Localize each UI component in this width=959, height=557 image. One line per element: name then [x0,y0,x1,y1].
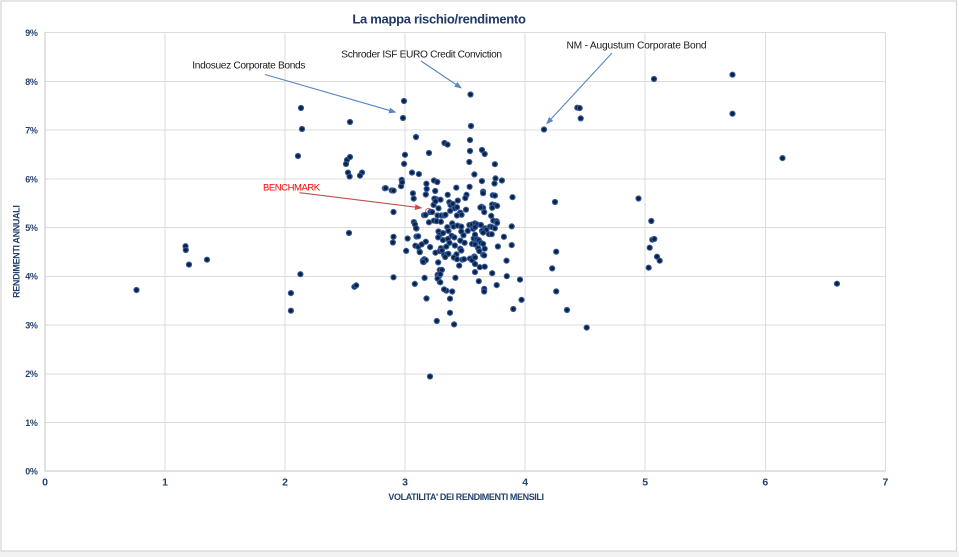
svg-text:2%: 2% [25,369,38,379]
svg-text:1: 1 [162,477,168,489]
svg-text:5%: 5% [25,223,38,233]
svg-text:9%: 9% [25,28,38,38]
svg-text:BENCHMARK: BENCHMARK [263,182,321,193]
svg-text:NM - Augustum Corporate Bond: NM - Augustum Corporate Bond [567,40,707,51]
svg-text:6%: 6% [25,174,38,184]
svg-text:3%: 3% [25,320,38,330]
svg-text:2: 2 [282,477,288,489]
svg-text:6: 6 [762,477,768,489]
svg-text:4%: 4% [25,272,38,282]
svg-text:4: 4 [522,477,528,489]
svg-text:7%: 7% [25,126,38,136]
svg-text:Schroder ISF EURO Credit Convi: Schroder ISF EURO Credit Conviction [341,50,501,61]
svg-text:8%: 8% [25,77,38,87]
svg-text:0%: 0% [25,467,38,477]
svg-text:RENDIMENTI ANNUALI: RENDIMENTI ANNUALI [12,206,22,298]
svg-text:0: 0 [42,477,48,489]
svg-text:5: 5 [642,477,648,489]
svg-text:VOLATILITA' DEI RENDIMENTI MEN: VOLATILITA' DEI RENDIMENTI MENSILI [388,492,543,502]
svg-text:Indosuez Corporate Bonds: Indosuez Corporate Bonds [192,61,305,72]
svg-text:La mappa rischio/rendimento: La mappa rischio/rendimento [352,12,526,27]
svg-text:1%: 1% [25,418,38,428]
svg-text:7: 7 [882,477,888,489]
svg-text:3: 3 [402,477,408,489]
